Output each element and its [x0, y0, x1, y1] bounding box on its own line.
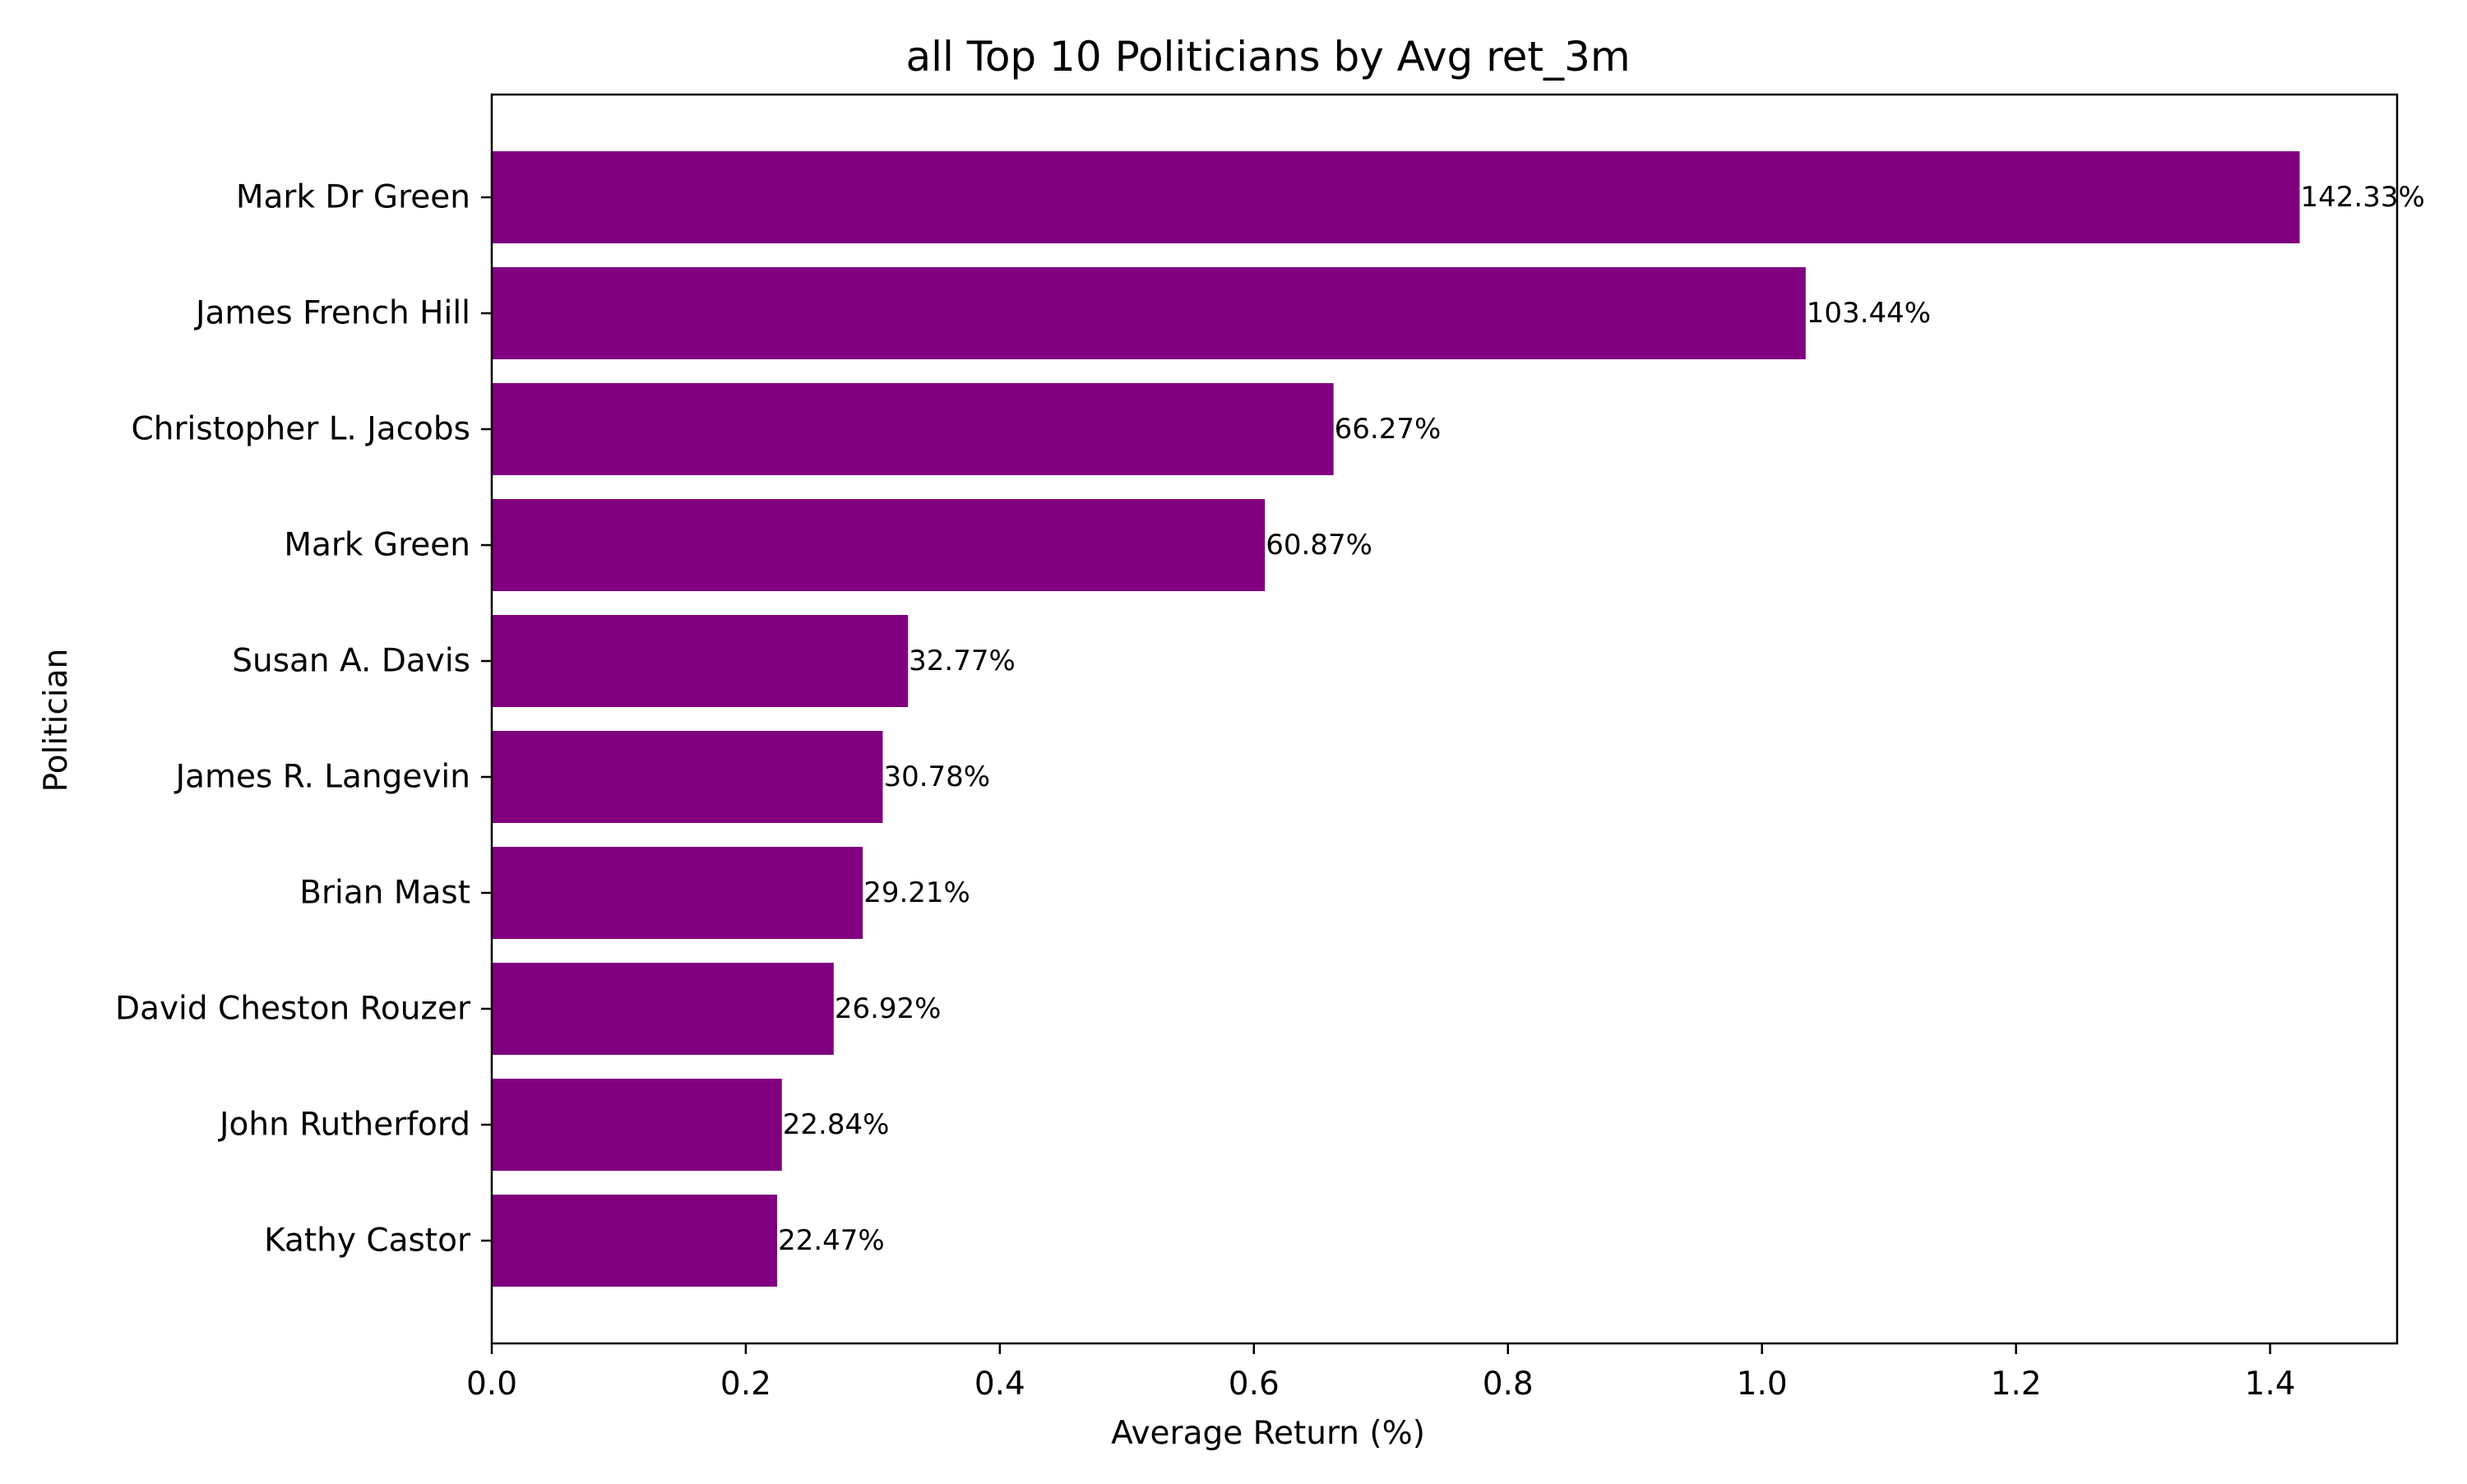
bar-value-label: 30.78%: [883, 760, 990, 793]
x-tick-label: 1.0: [1737, 1366, 1788, 1403]
y-tick-label: James R. Langevin: [174, 759, 470, 796]
bar-value-label: 66.27%: [1335, 413, 1442, 446]
y-axis: Mark Dr Green James French Hill Christophe…: [115, 179, 492, 1260]
bar: [492, 1079, 782, 1171]
y-tick-label: Mark Green: [284, 527, 470, 564]
y-axis-label: Politician: [38, 649, 75, 793]
bar: [492, 499, 1266, 591]
x-tick-label: 0.0: [466, 1366, 517, 1403]
bar: [492, 615, 909, 707]
bar-value-label: 32.77%: [909, 645, 1016, 677]
x-axis: 0.0 0.2 0.4 0.6 0.8 1.0 1.2 1.4: [466, 1343, 2296, 1403]
bar-value-label: 22.84%: [783, 1108, 890, 1141]
bars-layer: [492, 151, 2300, 1287]
x-tick-label: 1.2: [1991, 1366, 2042, 1403]
chart-title: all Top 10 Politicians by Avg ret_3m: [905, 33, 1630, 81]
bar-value-label: 142.33%: [2301, 181, 2425, 214]
bar: [492, 847, 863, 939]
x-axis-label: Average Return (%): [1111, 1415, 1425, 1452]
x-tick-label: 0.2: [720, 1366, 771, 1403]
bar-value-label: 103.44%: [1807, 297, 1931, 330]
y-tick-label: Kathy Castor: [264, 1223, 471, 1260]
bar: [492, 151, 2300, 243]
bar: [492, 1195, 778, 1287]
bar-value-label: 29.21%: [863, 876, 970, 909]
bar-value-label: 22.47%: [778, 1224, 885, 1257]
plot-area-frame: [490, 93, 2399, 1345]
bar-labels-layer: 142.33% 103.44% 66.27% 60.87% 32.77% 30.78% 29…: [778, 181, 2425, 1257]
bar-value-label: 26.92%: [835, 992, 942, 1025]
x-tick-label: 0.6: [1229, 1366, 1280, 1403]
bar: [492, 731, 883, 823]
y-tick-label: Mark Dr Green: [236, 179, 470, 216]
bar: [492, 267, 1806, 359]
y-tick-label: James French Hill: [193, 295, 470, 332]
x-tick-label: 1.4: [2245, 1366, 2296, 1403]
bar: [492, 383, 1334, 475]
y-tick-label: Brian Mast: [299, 875, 470, 912]
y-tick-label: Susan A. Davis: [232, 643, 470, 680]
y-tick-label: David Cheston Rouzer: [115, 991, 471, 1028]
x-tick-label: 0.4: [974, 1366, 1025, 1403]
y-tick-label: Christopher L. Jacobs: [132, 411, 471, 448]
bar: [492, 963, 834, 1055]
bar-value-label: 60.87%: [1266, 529, 1372, 562]
y-tick-label: John Rutherford: [217, 1107, 470, 1144]
x-tick-label: 0.8: [1483, 1366, 1534, 1403]
